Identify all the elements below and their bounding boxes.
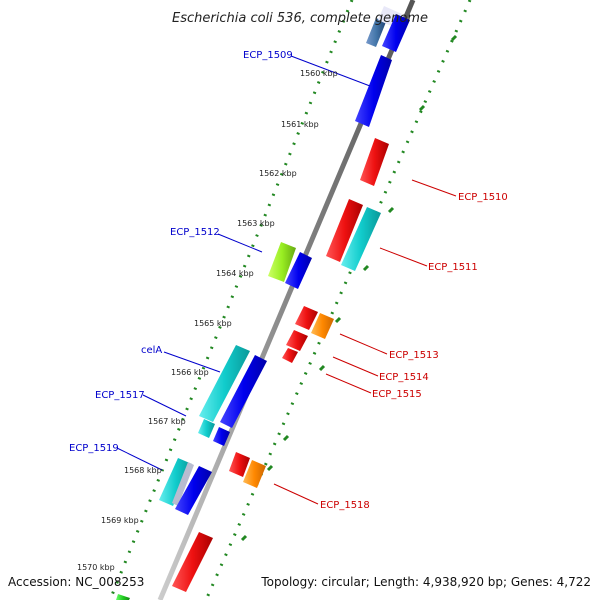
- gene-labels: ECP_1509 ECP_1510 ECP_1511 ECP_1512 ECP_…: [69, 50, 508, 511]
- gene-ecp1517[interactable]: [198, 419, 215, 438]
- gene-label-ecp1518[interactable]: ECP_1518: [320, 500, 370, 511]
- gene-label-cela[interactable]: celA: [141, 345, 162, 356]
- tick-label: 1566 kbp: [171, 368, 209, 377]
- tick-label: 1560 kbp: [300, 69, 338, 78]
- tick-labels: 1560 kbp 1561 kbp 1562 kbp 1563 kbp 1564…: [77, 69, 338, 572]
- gene-cela[interactable]: [199, 345, 250, 422]
- gene-ecp1509[interactable]: [355, 55, 392, 127]
- gene-ecp1518[interactable]: [229, 452, 250, 477]
- inner-guide-track: [108, 0, 354, 600]
- tick-label: 1561 kbp: [281, 120, 319, 129]
- tick-label: 1570 kbp: [77, 563, 115, 572]
- gene-ecp1512-blue[interactable]: [285, 252, 312, 289]
- gene-green-bottom[interactable]: [116, 594, 130, 600]
- gene-ecp1517-blue[interactable]: [213, 427, 230, 446]
- gene-label-ecp1511[interactable]: ECP_1511: [428, 262, 478, 273]
- topology-text: Topology: circular; Length: 4,938,920 bp…: [260, 575, 591, 589]
- gene-cela-blue[interactable]: [220, 355, 267, 428]
- gene-ecp1513-orange[interactable]: [311, 313, 334, 339]
- gene-ecp1513[interactable]: [295, 306, 318, 330]
- gene-label-ecp1510[interactable]: ECP_1510: [458, 192, 508, 203]
- gene-ecp1512[interactable]: [268, 242, 296, 282]
- gene-ecp1515[interactable]: [282, 348, 298, 363]
- tick-label: 1565 kbp: [194, 319, 232, 328]
- map-title: Escherichia coli 536, complete genome: [172, 11, 428, 26]
- tick-label: 1567 kbp: [148, 417, 186, 426]
- tick-dashes: [240, 34, 458, 542]
- gene-ecp1519[interactable]: [159, 458, 192, 506]
- gene-ecp1519-grey[interactable]: [172, 462, 194, 506]
- tick-label: 1564 kbp: [216, 269, 254, 278]
- gene-leader-lines: [116, 55, 457, 505]
- accession-text: Accession: NC_008253: [8, 575, 144, 589]
- gene-glyphs: [116, 6, 410, 600]
- gene-steel-top[interactable]: [366, 18, 386, 47]
- gene-label-ecp1509[interactable]: ECP_1509: [243, 50, 293, 61]
- gene-ecp1511-red[interactable]: [326, 199, 363, 262]
- tick-label: 1569 kbp: [101, 516, 139, 525]
- gene-ecp1511[interactable]: [341, 207, 381, 271]
- gene-red-bottom[interactable]: [172, 532, 213, 592]
- gene-label-ecp1519[interactable]: ECP_1519: [69, 443, 119, 454]
- gene-label-ecp1515[interactable]: ECP_1515: [372, 389, 422, 400]
- gene-label-ecp1513[interactable]: ECP_1513: [389, 350, 439, 361]
- gene-label-ecp1517[interactable]: ECP_1517: [95, 390, 145, 401]
- gene-ecp1510[interactable]: [360, 138, 389, 186]
- gene-ecp1519-blue[interactable]: [175, 466, 212, 515]
- gene-ecp1514[interactable]: [286, 330, 308, 351]
- gene-label-ecp1514[interactable]: ECP_1514: [379, 372, 429, 383]
- tick-label: 1563 kbp: [237, 219, 275, 228]
- tick-label: 1562 kbp: [259, 169, 297, 178]
- gene-blue-top[interactable]: [382, 14, 410, 52]
- tick-label: 1568 kbp: [124, 466, 162, 475]
- gene-ecp1518-orange[interactable]: [243, 460, 266, 488]
- gene-label-ecp1512[interactable]: ECP_1512: [170, 227, 220, 238]
